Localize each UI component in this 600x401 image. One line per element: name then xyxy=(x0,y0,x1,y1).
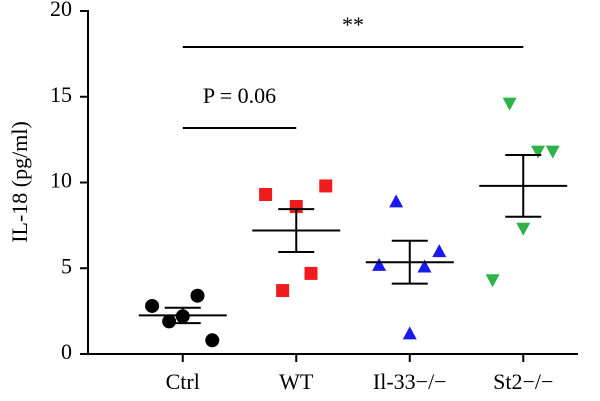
dot xyxy=(432,244,447,258)
y-tick-label: 20 xyxy=(50,0,72,21)
dot xyxy=(502,97,517,111)
dot xyxy=(205,333,220,348)
y-tick-label: 5 xyxy=(61,253,72,278)
dot xyxy=(259,188,273,202)
dot xyxy=(402,326,417,340)
dot xyxy=(145,298,160,313)
dot xyxy=(417,259,432,273)
dot xyxy=(276,284,290,298)
dot xyxy=(516,222,531,236)
x-tick-label: WT xyxy=(279,369,314,394)
dot xyxy=(485,274,500,288)
dot xyxy=(319,179,333,193)
y-tick-label: 15 xyxy=(50,82,72,107)
dot xyxy=(372,257,387,271)
dot xyxy=(545,145,560,159)
dot xyxy=(190,288,205,303)
y-tick-label: 0 xyxy=(61,339,72,364)
x-tick-label: St2−/− xyxy=(493,369,553,394)
y-axis-label: IL-18 (pg/ml) xyxy=(7,121,32,243)
dot xyxy=(304,266,318,280)
comparison-label: ** xyxy=(342,12,364,37)
dot xyxy=(531,145,546,159)
dot xyxy=(162,314,177,329)
x-tick-label: Ctrl xyxy=(166,369,200,394)
x-tick-label: Il-33−/− xyxy=(373,369,447,394)
comparison-label: P = 0.06 xyxy=(203,83,276,108)
y-tick-label: 10 xyxy=(50,168,72,193)
dot xyxy=(389,194,404,208)
